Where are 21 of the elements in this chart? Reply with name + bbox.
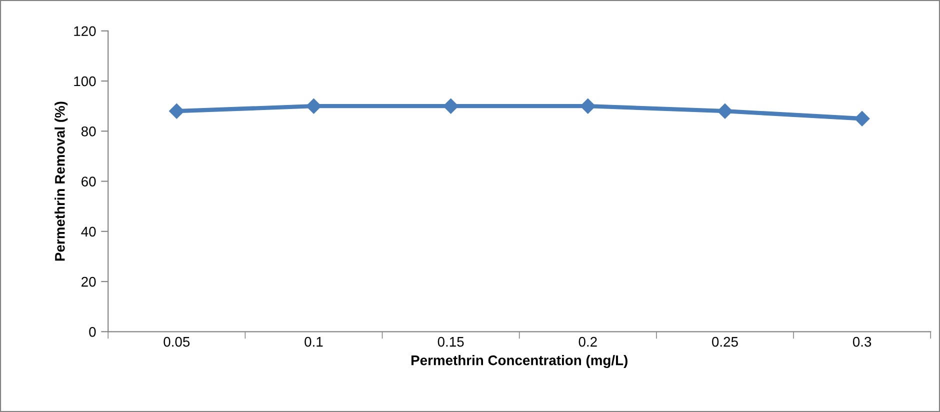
point (854, 111, 870, 126)
y-tick-label: 20 (82, 276, 96, 287)
y-tick-label: 0 (89, 326, 96, 337)
y-tick-label: 120 (74, 26, 96, 36)
point (443, 98, 458, 114)
y-tick-label: 60 (82, 176, 96, 186)
point (306, 98, 322, 114)
point (169, 104, 184, 119)
y-tick-label: 100 (74, 76, 96, 86)
x-tick-label: 0.2 (578, 336, 597, 347)
y-tick-label: 40 (81, 226, 96, 237)
x-tick-label: 0.3 (852, 336, 872, 347)
x-tick-label: 0.05 (164, 336, 190, 347)
y-axis-title: Permethrin Removal (%) (54, 102, 68, 261)
x-axis-title: Permethrin Concentration (mg/L) (411, 355, 628, 368)
point (580, 98, 596, 114)
y-tick-label: 80 (81, 126, 96, 136)
x-tick-label: 0.1 (304, 336, 323, 347)
x-tick-label: 0.15 (438, 336, 464, 347)
point (717, 104, 733, 119)
x-tick-label: 0.25 (712, 336, 738, 347)
